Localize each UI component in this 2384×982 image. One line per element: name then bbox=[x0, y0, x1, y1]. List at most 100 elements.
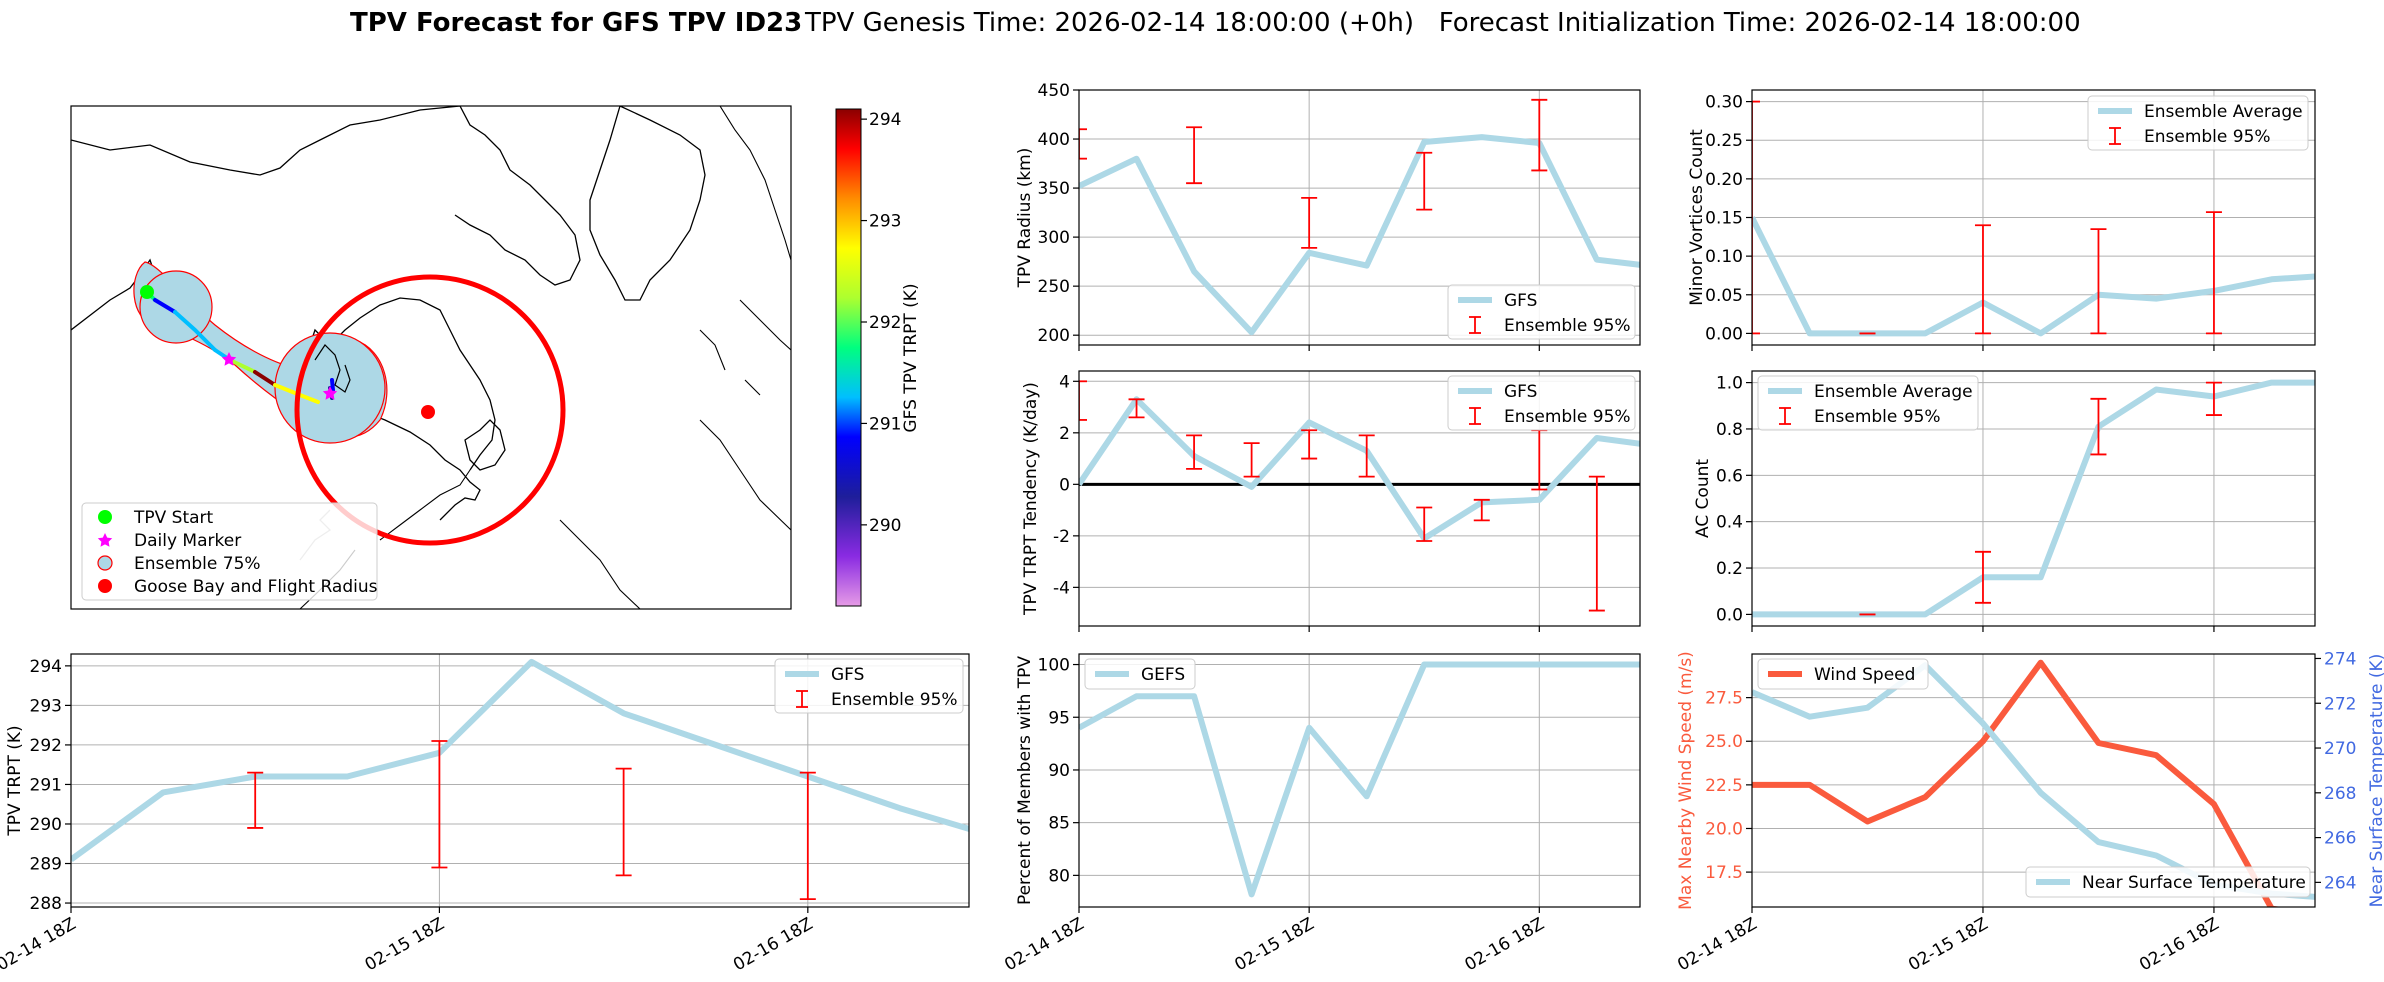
legend-label: Ensemble 95% bbox=[831, 690, 958, 710]
errorbar bbox=[2090, 397, 2107, 456]
colorbar-tick-label: 294 bbox=[869, 110, 901, 130]
legend-swatch-errorbar bbox=[1469, 407, 1481, 425]
xtick-label: 02-14 18Z bbox=[1674, 914, 1760, 975]
ylabel: TPV TRPT Tendency (K/day) bbox=[1021, 382, 1041, 616]
ylabel: AC Count bbox=[1693, 459, 1713, 538]
map-legend-tpv-start-icon bbox=[98, 510, 112, 524]
series-line-wind-speed bbox=[1752, 659, 2283, 907]
legend-label: Ensemble Average bbox=[2144, 102, 2303, 122]
chart-frame bbox=[1078, 89, 1641, 346]
xtick-label: 02-14 18Z bbox=[1001, 914, 1087, 975]
xtick-label: 02-15 18Z bbox=[362, 914, 448, 975]
map-track-segment bbox=[330, 378, 335, 392]
ytick-right-label: 274 bbox=[2324, 649, 2356, 669]
legend-swatch-errorbar bbox=[1779, 407, 1791, 425]
ytick-label: 0.6 bbox=[1716, 466, 1743, 486]
ytick-label: 0.30 bbox=[1705, 93, 1743, 113]
ytick-label: 20.0 bbox=[1705, 819, 1743, 839]
ytick-label: 0.2 bbox=[1716, 559, 1743, 579]
series-line-gefs bbox=[1079, 661, 1640, 898]
series-line-gfs bbox=[1079, 134, 1640, 336]
chart-data-area bbox=[1752, 379, 2315, 618]
map-tpv-start-marker bbox=[140, 285, 154, 299]
colorbar-ticks: 290 291 292 293 294 bbox=[861, 110, 901, 536]
legend-swatch-errorbar bbox=[1469, 316, 1481, 334]
ytick-label: 100 bbox=[1038, 656, 1070, 676]
ytick-right-label: 270 bbox=[2324, 739, 2356, 759]
map-legend-ensemble-75-icon bbox=[97, 555, 113, 571]
chart-yticks: 0.0 0.2 0.4 0.6 0.8 1.0 bbox=[1716, 374, 1752, 625]
chart-xticks: 02-14 18Z 02-15 18Z 02-16 18Z bbox=[1001, 907, 1548, 975]
ytick-label: 2 bbox=[1059, 424, 1070, 444]
ytick-label: 90 bbox=[1048, 761, 1070, 781]
errorbar bbox=[615, 767, 632, 877]
chart-yticks: 80 85 90 95 100 bbox=[1038, 656, 1079, 886]
errorbar bbox=[431, 740, 448, 869]
ytick-label: 95 bbox=[1048, 708, 1070, 728]
map-daily-marker bbox=[322, 386, 338, 400]
chart-yticks: -4 -2 0 2 4 bbox=[1053, 372, 1079, 598]
ytick-label: 293 bbox=[30, 696, 62, 716]
xtick-label: 02-16 18Z bbox=[1462, 914, 1548, 975]
ytick-right-label: 268 bbox=[2324, 784, 2356, 804]
legend-label: Wind Speed bbox=[1814, 665, 1915, 685]
errorbar bbox=[1974, 224, 1991, 335]
chart-xticks bbox=[1078, 345, 1540, 351]
map-legend-daily-marker-icon bbox=[97, 533, 113, 547]
map-flight-radius-circle bbox=[294, 274, 566, 546]
ytick-label: 0.05 bbox=[1705, 286, 1743, 306]
map-coastline-islands bbox=[299, 106, 791, 609]
errorbar bbox=[1186, 126, 1203, 185]
ytick-label: 0.15 bbox=[1705, 209, 1743, 229]
chart-frame bbox=[1751, 653, 2316, 908]
ytick-right-label: 266 bbox=[2324, 829, 2356, 849]
map-legend: TPV Start Daily Marker Ensemble 75% Goos… bbox=[81, 502, 378, 601]
chart-xticks bbox=[1751, 345, 2215, 351]
ytick-label: 294 bbox=[30, 657, 62, 677]
figure-title-rest: TPV Genesis Time: 2026-02-14 18:00:00 (+… bbox=[804, 8, 2081, 38]
xtick-label: 02-14 18Z bbox=[0, 914, 80, 975]
chart-minor: 0.00 0.05 0.10 0.15 0.20 0.25 0.30 Minor Vortic… bbox=[1687, 89, 2316, 351]
map-coastline-arctic bbox=[71, 106, 461, 176]
ylabel-right: Near Surface Temperature (K) bbox=[2367, 654, 2384, 908]
ytick-label: 85 bbox=[1048, 814, 1070, 834]
xtick-label: 02-16 18Z bbox=[730, 914, 816, 975]
xtick-label: 02-15 18Z bbox=[1905, 914, 1991, 975]
errorbar bbox=[1588, 475, 1605, 612]
map-track-segment bbox=[153, 298, 177, 314]
chart-frame bbox=[1078, 370, 1641, 627]
ytick-label: 350 bbox=[1038, 179, 1070, 199]
errorbar bbox=[1301, 429, 1318, 460]
errorbar bbox=[1752, 100, 1760, 335]
ylabel: TPV Radius (km) bbox=[1015, 148, 1035, 289]
chart-yticks: 17.5 20.0 22.5 25.0 27.5 bbox=[1705, 689, 1752, 883]
map-coastline-greenland bbox=[589, 106, 706, 301]
chart-tendency: -4 -2 0 2 4 TPV TRPT Tendency (K/day) GFS Ensem… bbox=[1021, 370, 1641, 632]
legend-label: GEFS bbox=[1141, 665, 1185, 685]
chart-frame bbox=[1751, 370, 2316, 627]
ytick-label: 292 bbox=[30, 736, 62, 756]
legend-label: GFS bbox=[831, 665, 864, 685]
ytick-right-label: 264 bbox=[2324, 873, 2356, 893]
map-coastline-east bbox=[379, 469, 471, 541]
legend-box bbox=[1757, 658, 1929, 690]
chart-legend: GFS Ensemble 95% bbox=[1447, 375, 1636, 431]
ytick-label: 0 bbox=[1059, 475, 1070, 495]
series-line-gfs bbox=[71, 658, 969, 863]
series-line-ensemble-average bbox=[1752, 216, 2315, 337]
chart-legend: GFS Ensemble 95% bbox=[1447, 284, 1636, 340]
errorbar bbox=[1079, 128, 1087, 160]
legend-box bbox=[1447, 375, 1636, 431]
chart-legend: GFS Ensemble 95% bbox=[774, 658, 964, 714]
colorbar-tick-label: 290 bbox=[869, 516, 901, 536]
map-coastline-baffin bbox=[454, 106, 581, 286]
errorbar bbox=[1079, 380, 1087, 421]
ytick-label: 288 bbox=[30, 894, 62, 914]
map-colorbar: 290 291 292 293 294 GFS TPV TRPT (K) bbox=[835, 108, 921, 607]
xtick-label: 02-16 18Z bbox=[2136, 914, 2222, 975]
legend-label: Ensemble 95% bbox=[2144, 127, 2271, 147]
legend-swatch-errorbar bbox=[2109, 127, 2121, 145]
ytick-label: 400 bbox=[1038, 130, 1070, 150]
ytick-label: 250 bbox=[1038, 277, 1070, 297]
